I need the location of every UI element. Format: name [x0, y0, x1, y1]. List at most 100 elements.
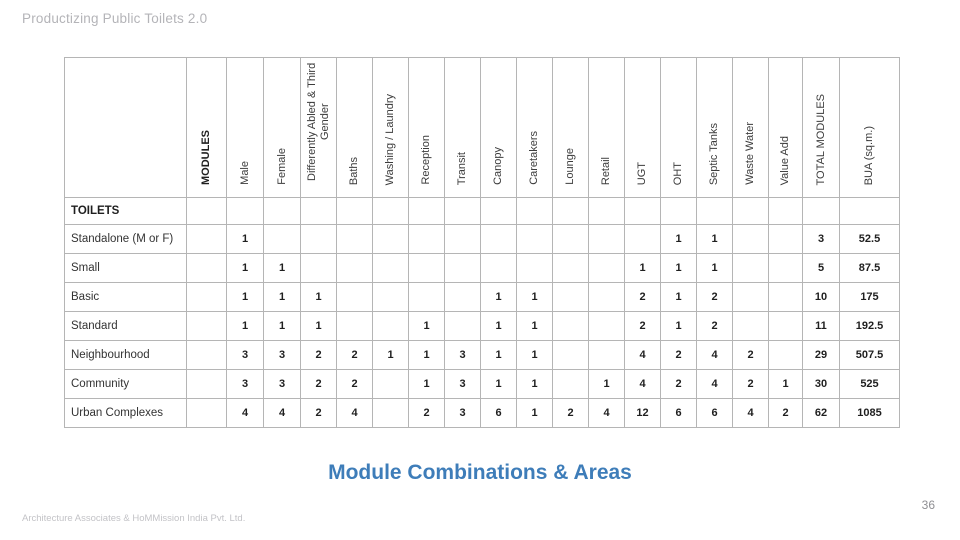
column-header-label: Reception: [420, 135, 433, 185]
empty-cell: [768, 197, 803, 225]
value-cell: 1: [516, 311, 553, 341]
table-corner-cell: [64, 57, 187, 198]
column-header-label: Waste Water: [744, 122, 757, 185]
table-row-standalone-m-or-f: Standalone (M or F) 1 1 1 3 52.5: [64, 224, 900, 254]
value-cell: [552, 369, 589, 399]
table-row-basic: Basic 1 1 1 1 1 2 1 2 10 175: [64, 282, 900, 312]
value-cell: 6: [480, 398, 517, 428]
value-cell: 2: [336, 340, 373, 370]
value-cell: [588, 224, 625, 254]
value-cell: [768, 311, 803, 341]
column-header-label: Washing / Laundry: [384, 93, 397, 185]
empty-cell: [186, 197, 227, 225]
row-label: Basic: [64, 282, 187, 312]
value-cell: 1: [768, 369, 803, 399]
empty-cell: [839, 197, 900, 225]
value-cell: 6: [660, 398, 697, 428]
value-cell: 2: [696, 282, 733, 312]
value-cell: [480, 253, 517, 283]
value-cell: 11: [802, 311, 840, 341]
value-cell: 1: [408, 311, 445, 341]
column-header-waste-water: Waste Water: [732, 57, 769, 198]
value-cell: 1: [480, 282, 517, 312]
value-cell: [480, 224, 517, 254]
value-cell: 3: [444, 398, 481, 428]
column-header-reception: Reception: [408, 57, 445, 198]
value-cell: [732, 282, 769, 312]
value-cell: 1085: [839, 398, 900, 428]
value-cell: [732, 311, 769, 341]
value-cell: [768, 340, 803, 370]
table-row-small: Small 1 1 1 1 1 5 87.5: [64, 253, 900, 283]
column-header-label: TOTAL MODULES: [814, 93, 827, 185]
column-header-modules: MODULES: [186, 57, 227, 198]
value-cell: 3: [444, 340, 481, 370]
value-cell: 3: [444, 369, 481, 399]
value-cell: [444, 311, 481, 341]
column-header-label: Transit: [456, 151, 469, 185]
column-header-bua-sq-m: BUA (sq.m.): [839, 57, 900, 198]
row-label: Standalone (M or F): [64, 224, 187, 254]
value-cell: 3: [226, 340, 264, 370]
value-cell: [552, 311, 589, 341]
table-row-standard: Standard 1 1 1 1 1 1 2 1 2 11 192.5: [64, 311, 900, 341]
value-cell: 2: [660, 340, 697, 370]
modules-spacer-cell: [186, 340, 227, 370]
value-cell: [732, 224, 769, 254]
column-header-modules-label: MODULES: [200, 130, 213, 185]
empty-cell: [444, 197, 481, 225]
value-cell: 4: [624, 369, 661, 399]
value-cell: [372, 224, 409, 254]
value-cell: 1: [226, 311, 264, 341]
value-cell: [444, 282, 481, 312]
value-cell: 2: [624, 311, 661, 341]
column-header-transit: Transit: [444, 57, 481, 198]
page-number: 36: [921, 498, 935, 512]
row-label-toilets: TOILETS: [64, 197, 187, 225]
empty-cell: [300, 197, 337, 225]
modules-spacer-cell: [186, 369, 227, 399]
value-cell: 87.5: [839, 253, 900, 283]
value-cell: [263, 224, 301, 254]
value-cell: 4: [732, 398, 769, 428]
column-header-label: Caretakers: [528, 131, 541, 185]
value-cell: [300, 253, 337, 283]
value-cell: 12: [624, 398, 661, 428]
column-header-septic-tanks: Septic Tanks: [696, 57, 733, 198]
value-cell: 1: [226, 224, 264, 254]
value-cell: 4: [588, 398, 625, 428]
value-cell: [552, 224, 589, 254]
value-cell: 1: [660, 311, 697, 341]
modules-spacer-cell: [186, 282, 227, 312]
value-cell: 4: [696, 369, 733, 399]
column-header-label: Differently Abled & Third Gender: [305, 62, 331, 182]
table-body: TOILETS Standalone (M or F) 1 1 1 3 52.5 Small 1…: [64, 197, 900, 428]
table-row-community: Community 3 3 2 2 1 3 1 1 1 4 2 4 2 1 30 525: [64, 369, 900, 399]
value-cell: 1: [660, 224, 697, 254]
value-cell: 1: [226, 253, 264, 283]
row-label: Urban Complexes: [64, 398, 187, 428]
empty-cell: [732, 197, 769, 225]
value-cell: [516, 224, 553, 254]
row-label: Neighbourhood: [64, 340, 187, 370]
value-cell: 4: [263, 398, 301, 428]
column-header-ugt: UGT: [624, 57, 661, 198]
value-cell: 1: [300, 282, 337, 312]
value-cell: 507.5: [839, 340, 900, 370]
value-cell: [768, 224, 803, 254]
column-header-label: OHT: [672, 161, 685, 185]
value-cell: 62: [802, 398, 840, 428]
column-header-baths: Baths: [336, 57, 373, 198]
empty-cell: [480, 197, 517, 225]
empty-cell: [408, 197, 445, 225]
empty-cell: [660, 197, 697, 225]
value-cell: 192.5: [839, 311, 900, 341]
modules-spacer-cell: [186, 398, 227, 428]
value-cell: 30: [802, 369, 840, 399]
value-cell: 52.5: [839, 224, 900, 254]
value-cell: [444, 224, 481, 254]
empty-cell: [372, 197, 409, 225]
section-row-toilets: TOILETS: [64, 197, 900, 225]
value-cell: [768, 253, 803, 283]
empty-cell: [588, 197, 625, 225]
